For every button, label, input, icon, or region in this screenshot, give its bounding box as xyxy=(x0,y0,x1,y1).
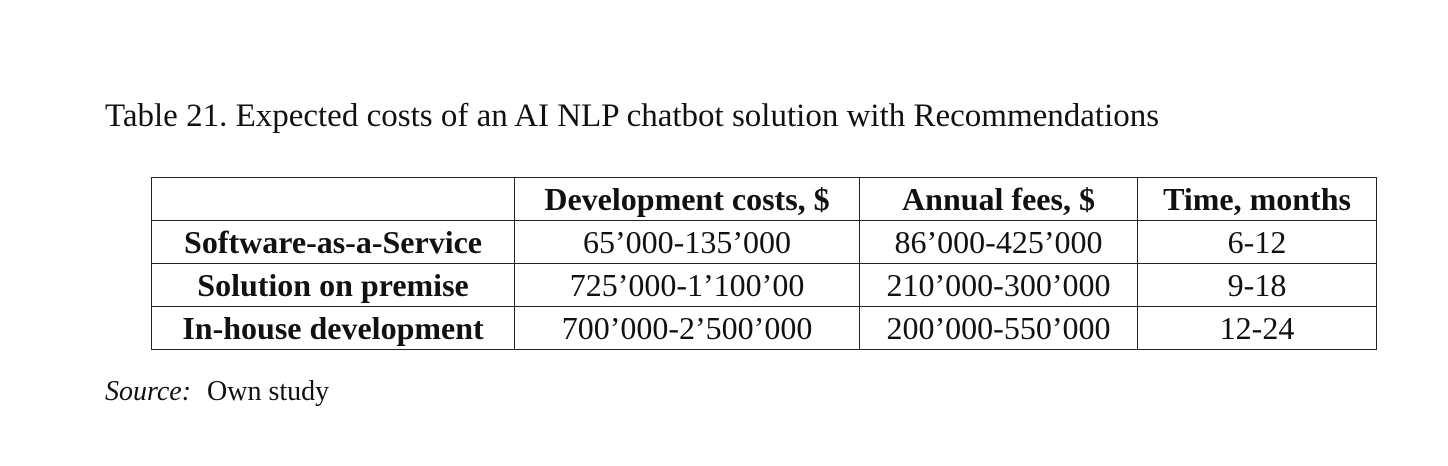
cell-development-costs: 725’000-1’100’00 xyxy=(514,263,860,307)
header-empty-cell xyxy=(151,177,515,221)
cell-time-months: 12-24 xyxy=(1137,306,1377,350)
table-row: Software-as-a-Service 65’000-135’000 86’… xyxy=(151,220,1377,264)
cell-time-months: 9-18 xyxy=(1137,263,1377,307)
row-label: Software-as-a-Service xyxy=(151,220,515,264)
table-row: Solution on premise 725’000-1’100’00 210… xyxy=(151,263,1377,307)
table-caption: Table 21. Expected costs of an AI NLP ch… xyxy=(105,98,1160,134)
row-label: In-house development xyxy=(151,306,515,350)
cell-annual-fees: 210’000-300’000 xyxy=(859,263,1138,307)
header-time-months: Time, months xyxy=(1137,177,1377,221)
row-label: Solution on premise xyxy=(151,263,515,307)
table-row: In-house development 700’000-2’500’000 2… xyxy=(151,306,1377,350)
source-label: Source: xyxy=(105,376,192,407)
cost-table: Development costs, $ Annual fees, $ Time… xyxy=(151,177,1377,350)
table-header-row: Development costs, $ Annual fees, $ Time… xyxy=(151,177,1377,221)
header-development-costs: Development costs, $ xyxy=(514,177,860,221)
header-annual-fees: Annual fees, $ xyxy=(859,177,1138,221)
cell-time-months: 6-12 xyxy=(1137,220,1377,264)
cell-annual-fees: 200’000-550’000 xyxy=(859,306,1138,350)
cell-annual-fees: 86’000-425’000 xyxy=(859,220,1138,264)
source-text: Own study xyxy=(207,376,330,407)
cell-development-costs: 65’000-135’000 xyxy=(514,220,860,264)
cost-table-container: Development costs, $ Annual fees, $ Time… xyxy=(151,177,1377,350)
source-note: Source: Own study xyxy=(105,374,329,410)
cell-development-costs: 700’000-2’500’000 xyxy=(514,306,860,350)
